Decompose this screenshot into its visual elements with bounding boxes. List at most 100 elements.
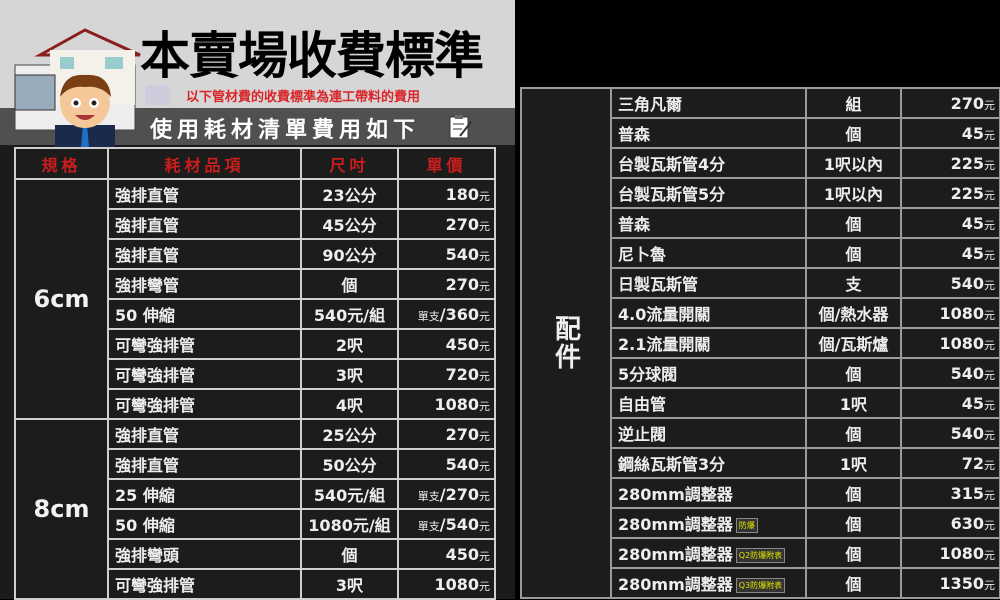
price-cell: 單支/360元 [397, 298, 496, 330]
table-row: 4.0流量開關 個/熱水器 1080元 [521, 297, 1000, 329]
price-cell: 225元 [900, 147, 1000, 179]
price-cell: 270元 [900, 87, 1000, 119]
price-value: 630 [950, 513, 984, 533]
price-value: 45 [961, 123, 984, 143]
item-name: 日製瓦斯管 [618, 275, 699, 294]
price-value: 1350 [939, 573, 984, 593]
item-cell: 280mm調整器 Q2防爆附表 [610, 537, 807, 569]
item-name: 尼卜魯 [618, 245, 667, 264]
table-row: 280mm調整器 Q2防爆附表個 1080元 [521, 537, 1000, 569]
item-cell: 台製瓦斯管4分 [610, 147, 807, 179]
size-cell: 1080元/組 [300, 508, 399, 540]
price-value: 45 [961, 243, 984, 263]
item-cell: 280mm調整器 [610, 477, 807, 509]
currency-unit: 元 [984, 98, 995, 112]
item-cell: 自由管 [610, 387, 807, 419]
currency-unit: 元 [984, 398, 995, 412]
currency-unit: 元 [984, 188, 995, 202]
price-cell: 180元 [397, 178, 496, 210]
item-name: 2.1流量開關 [618, 335, 711, 354]
currency-unit: 元 [984, 248, 995, 262]
size-cell: 個 [300, 538, 399, 570]
price-cell: 1080元 [900, 327, 1000, 359]
size-cell: 90公分 [300, 238, 399, 270]
currency-unit: 元 [984, 308, 995, 322]
table-row: 可彎強排管 2呎 450元 [15, 328, 496, 360]
price-cell: 225元 [900, 177, 1000, 209]
currency-unit: 元 [479, 399, 490, 413]
table-row: 8cm 強排直管 25公分 270元 [14, 418, 496, 600]
price-value: 1080 [939, 333, 984, 353]
spec-cell: 6cm [14, 178, 109, 420]
table-row: 台製瓦斯管5分 1呎以內 225元 [521, 177, 1000, 209]
price-value: 540 [445, 244, 479, 264]
table-row: 尼卜魯個 45元 [521, 237, 1000, 269]
spec-cell: 8cm [14, 418, 109, 600]
unit-cell: 個 [805, 567, 902, 599]
item-cell: 2.1流量開關 [610, 327, 807, 359]
size-cell: 4呎 [300, 388, 399, 420]
table-row: 台製瓦斯管4分 1呎以內 225元 [521, 147, 1000, 179]
currency-unit: 元 [984, 428, 995, 442]
category-cell: 配件 [520, 87, 612, 599]
price-cell: 270元 [397, 208, 496, 240]
price-cell: 540元 [900, 357, 1000, 389]
price-value: 540 [950, 423, 984, 443]
currency-unit: 元 [479, 369, 490, 383]
item-name: 台製瓦斯管4分 [618, 155, 726, 174]
item-cell: 強排直管 [107, 238, 302, 270]
unit-cell: 個/瓦斯爐 [805, 327, 902, 359]
table-row: 50 伸縮 1080元/組 單支/540元 [15, 508, 496, 540]
price-value: 540 [445, 454, 479, 474]
currency-unit: 元 [984, 128, 995, 142]
item-name: 鋼絲瓦斯管3分 [618, 455, 726, 474]
price-cell: 45元 [900, 237, 1000, 269]
table-row: 280mm調整器 Q3防爆附表個 1350元 [521, 567, 1000, 599]
currency-unit: 元 [984, 368, 995, 382]
unit-cell: 1呎 [805, 387, 902, 419]
item-cell: 25 伸縮 [107, 478, 302, 510]
item-name: 普森 [618, 215, 651, 234]
table-row: 50 伸縮 540元/組 單支/360元 [15, 298, 496, 330]
price-cell: 單支/540元 [397, 508, 496, 540]
table-row: 5分球閥個 540元 [521, 357, 1000, 389]
table-row: 強排彎頭個 450元 [15, 538, 496, 570]
price-value: 540 [950, 273, 984, 293]
item-cell: 強排直管 [107, 418, 302, 450]
currency-unit: 元 [479, 249, 490, 263]
item-cell: 日製瓦斯管 [610, 267, 807, 299]
unit-cell: 個 [805, 237, 902, 269]
table-row: 280mm調整器 防爆個 630元 [521, 507, 1000, 539]
column-header-spec: 規格 [14, 147, 109, 180]
price-value: 720 [445, 364, 479, 384]
currency-unit: 元 [984, 218, 995, 232]
price-value: 1080 [434, 574, 479, 594]
size-cell: 3呎 [300, 568, 399, 600]
item-cell: 普森 [610, 207, 807, 239]
table-row: 可彎強排管 3呎 720元 [15, 358, 496, 390]
price-value: 72 [961, 453, 984, 473]
price-cell: 450元 [397, 538, 496, 570]
price-cell: 45元 [900, 387, 1000, 419]
left-panel: 本賣場收費標準 以下管材費的收費標準為連工帶料的費用 使用耗材清單費用如下 規格… [0, 0, 515, 600]
price-cell: 450元 [397, 328, 496, 360]
item-name: 5分球閥 [618, 365, 678, 384]
price-value: 315 [950, 483, 984, 503]
item-name: 逆止閥 [618, 425, 667, 444]
item-cell: 普森 [610, 117, 807, 149]
price-value: 450 [445, 334, 479, 354]
size-cell: 50公分 [300, 448, 399, 480]
pipe-price-table: 規格 耗材品項 尺吋 單價 6cm 強排直管 23公分 180元 強排直管 45公分 270… [14, 147, 496, 600]
currency-unit: 元 [984, 548, 995, 562]
size-cell: 個 [300, 268, 399, 300]
price-value: /270 [439, 484, 479, 504]
currency-unit: 元 [479, 459, 490, 473]
item-cell: 台製瓦斯管5分 [610, 177, 807, 209]
table-row: 普森個 45元 [521, 117, 1000, 149]
table-row: 可彎強排管 3呎 1080元 [15, 568, 496, 600]
item-name: 280mm調整器 [618, 515, 733, 534]
table-row: 強排直管 90公分 540元 [15, 238, 496, 270]
item-cell: 尼卜魯 [610, 237, 807, 269]
table-row: 鋼絲瓦斯管3分 1呎 72元 [521, 447, 1000, 479]
unit-cell: 個 [805, 207, 902, 239]
